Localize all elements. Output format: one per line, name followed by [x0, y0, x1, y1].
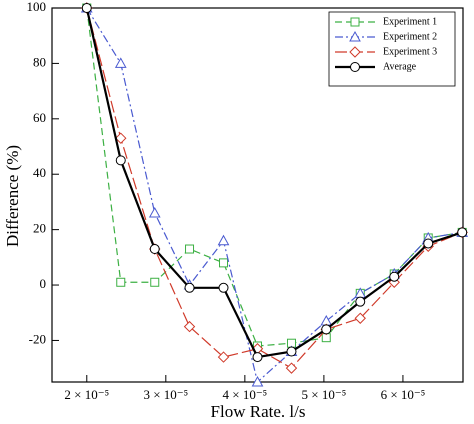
y-tick-label: 80 — [33, 54, 46, 69]
data-point — [252, 352, 263, 363]
x-tick-label: 2 × 10⁻⁵ — [64, 387, 109, 402]
x-tick-label: 5 × 10⁻⁵ — [302, 387, 347, 402]
y-tick-label: 0 — [40, 276, 47, 291]
data-point — [150, 277, 160, 287]
legend-label: Experiment 1 — [383, 16, 437, 27]
y-tick-label: 60 — [33, 110, 46, 125]
data-point — [219, 258, 229, 268]
data-point — [184, 282, 195, 293]
y-tick-label: 100 — [27, 0, 47, 14]
data-point — [148, 206, 161, 218]
data-point — [286, 346, 297, 357]
data-point — [183, 320, 196, 333]
legend: Experiment 1 Experiment 2 Experiment 3 Aver… — [328, 11, 456, 87]
data-point — [251, 375, 264, 387]
data-point — [217, 351, 230, 363]
legend-label: Experiment 3 — [383, 46, 437, 57]
data-point — [149, 244, 160, 255]
legend-marker — [350, 17, 360, 27]
legend-label: Average — [383, 61, 417, 72]
data-point — [81, 3, 92, 13]
y-axis-title: Difference (%) — [3, 145, 22, 247]
data-point — [217, 234, 230, 246]
y-tick-label: 20 — [33, 221, 46, 236]
series-layer — [80, 1, 469, 387]
data-point — [285, 362, 298, 374]
legend-label: Experiment 2 — [383, 31, 437, 42]
y-tick-label: -20 — [29, 331, 46, 346]
data-point — [321, 324, 332, 335]
data-point — [115, 155, 126, 166]
data-point — [389, 271, 400, 282]
data-point — [218, 282, 229, 293]
data-point — [354, 312, 366, 324]
x-axis-title: Flow Rate. l/s — [211, 402, 306, 421]
x-tick-label: 6 × 10⁻⁵ — [381, 387, 426, 402]
x-tick-label: 4 × 10⁻⁵ — [222, 387, 267, 402]
data-point — [185, 244, 195, 254]
series-line — [85, 7, 463, 359]
series-line — [86, 7, 463, 384]
data-point — [114, 57, 127, 68]
data-point — [115, 132, 127, 144]
legend-box — [328, 11, 456, 87]
legend-marker — [350, 62, 360, 72]
legend-marker — [349, 46, 361, 58]
y-tick-label: 40 — [33, 165, 46, 180]
data-point — [355, 296, 366, 307]
series-line — [86, 7, 463, 369]
legend-marker — [349, 30, 361, 42]
data-point — [457, 227, 468, 238]
x-tick-label: 3 × 10⁻⁵ — [143, 387, 188, 402]
data-point — [423, 238, 434, 249]
data-point — [116, 277, 126, 287]
